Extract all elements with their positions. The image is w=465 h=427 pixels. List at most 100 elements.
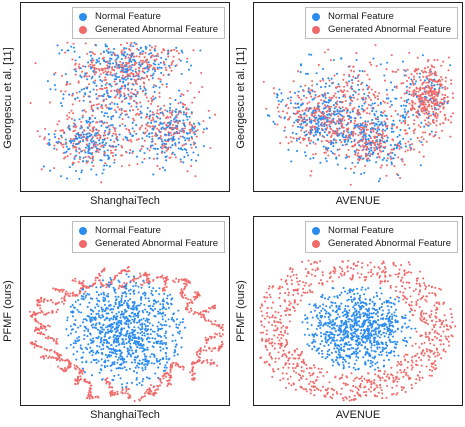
normal-feature-point xyxy=(156,333,159,336)
abnormal-feature-point xyxy=(96,149,99,152)
normal-feature-point xyxy=(400,104,403,107)
abnormal-feature-point xyxy=(221,328,224,332)
normal-feature-point xyxy=(127,83,130,86)
normal-feature-point xyxy=(117,356,121,359)
abnormal-feature-point xyxy=(91,50,94,54)
normal-feature-point xyxy=(81,367,84,370)
normal-feature-point xyxy=(115,367,118,370)
abnormal-feature-point xyxy=(96,143,99,146)
normal-feature-point xyxy=(83,329,86,332)
abnormal-feature-point xyxy=(412,122,416,125)
scatter-panel-pfmf-avenue: Normal Feature Generated Abnormal Featur… xyxy=(253,216,463,406)
normal-feature-point xyxy=(185,151,188,154)
normal-feature-point xyxy=(115,327,118,330)
abnormal-feature-point xyxy=(129,148,132,152)
normal-feature-point xyxy=(308,142,312,145)
normal-feature-point xyxy=(94,141,98,144)
normal-feature-point xyxy=(136,346,139,349)
normal-feature-point xyxy=(147,340,150,343)
normal-feature-point xyxy=(185,113,188,116)
abnormal-feature-point xyxy=(392,139,395,142)
abnormal-feature-point xyxy=(75,91,78,94)
abnormal-feature-point xyxy=(424,119,427,122)
normal-feature-point xyxy=(120,323,123,326)
abnormal-feature-point xyxy=(193,361,196,364)
normal-feature-point xyxy=(172,135,175,138)
normal-feature-point xyxy=(125,385,128,388)
normal-feature-point xyxy=(155,357,158,360)
abnormal-feature-point xyxy=(130,140,133,143)
abnormal-feature-point xyxy=(442,121,445,125)
normal-feature-point xyxy=(134,361,137,364)
abnormal-feature-point xyxy=(155,58,158,61)
normal-feature-point xyxy=(159,340,162,343)
abnormal-feature-point xyxy=(54,71,57,74)
normal-feature-point xyxy=(182,161,185,164)
abnormal-feature-point xyxy=(198,91,201,94)
normal-feature-point xyxy=(167,302,170,306)
abnormal-feature-point xyxy=(59,90,63,93)
normal-feature-point xyxy=(137,291,140,294)
abnormal-feature-point xyxy=(296,94,299,97)
abnormal-feature-point xyxy=(409,148,412,151)
normal-feature-point xyxy=(82,298,85,301)
abnormal-feature-point xyxy=(209,335,212,338)
abnormal-feature-point xyxy=(83,135,86,139)
abnormal-feature-point xyxy=(434,364,437,367)
abnormal-feature-point xyxy=(373,265,376,269)
abnormal-feature-point xyxy=(173,48,176,51)
abnormal-feature-point xyxy=(351,108,354,111)
abnormal-feature-point xyxy=(193,310,196,314)
abnormal-feature-point xyxy=(40,300,43,303)
normal-feature-point xyxy=(127,305,130,308)
normal-feature-point xyxy=(392,157,395,160)
abnormal-feature-point xyxy=(305,124,308,127)
abnormal-feature-point xyxy=(378,133,381,137)
normal-feature-point xyxy=(107,283,110,286)
abnormal-feature-point xyxy=(341,106,344,109)
abnormal-feature-point xyxy=(52,287,55,290)
normal-feature-point xyxy=(100,111,103,114)
abnormal-feature-point xyxy=(156,116,159,120)
abnormal-feature-point xyxy=(151,113,154,116)
abnormal-feature-point xyxy=(428,292,431,295)
abnormal-feature-point xyxy=(300,129,303,132)
normal-feature-point xyxy=(102,323,105,326)
abnormal-feature-point xyxy=(72,146,75,149)
normal-feature-point xyxy=(310,121,313,124)
abnormal-feature-point xyxy=(209,147,212,150)
normal-feature-point xyxy=(161,126,164,129)
normal-feature-point xyxy=(176,125,179,128)
normal-feature-point xyxy=(104,309,107,312)
normal-feature-point xyxy=(380,111,383,114)
abnormal-feature-point xyxy=(331,132,334,135)
abnormal-feature-point xyxy=(419,79,422,82)
normal-feature-point xyxy=(94,44,98,47)
normal-feature-point xyxy=(102,299,105,302)
abnormal-feature-point xyxy=(346,90,349,93)
normal-feature-point xyxy=(174,110,177,113)
normal-feature-point xyxy=(380,122,383,125)
abnormal-feature-point xyxy=(345,154,348,157)
normal-feature-point xyxy=(405,91,408,94)
abnormal-feature-point xyxy=(158,167,161,170)
normal-feature-point xyxy=(158,334,161,337)
abnormal-feature-point xyxy=(349,167,353,170)
normal-feature-point xyxy=(125,315,128,318)
normal-feature-point xyxy=(144,357,147,360)
abnormal-feature-point xyxy=(424,103,427,106)
normal-feature-point xyxy=(349,102,352,105)
abnormal-feature-point xyxy=(369,122,372,125)
normal-feature-point xyxy=(120,303,124,306)
normal-feature-point xyxy=(118,133,121,136)
abnormal-feature-point xyxy=(366,154,369,157)
normal-feature-point xyxy=(76,340,79,343)
normal-feature-point xyxy=(364,143,368,146)
normal-feature-point xyxy=(289,102,292,105)
abnormal-feature-point xyxy=(367,103,370,106)
normal-feature-point xyxy=(129,315,132,318)
normal-feature-point xyxy=(392,119,395,122)
abnormal-feature-point xyxy=(179,366,182,369)
normal-feature-point xyxy=(341,114,344,118)
abnormal-feature-point xyxy=(406,132,409,135)
